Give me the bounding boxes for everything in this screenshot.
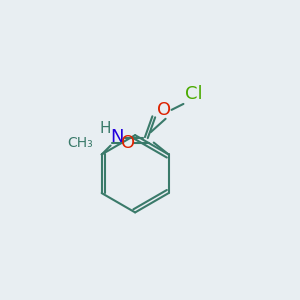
Text: O: O bbox=[122, 134, 136, 152]
Text: H: H bbox=[100, 121, 111, 136]
Text: Cl: Cl bbox=[185, 85, 202, 103]
Text: CH₃: CH₃ bbox=[67, 136, 93, 150]
Text: O: O bbox=[157, 101, 171, 119]
Text: N: N bbox=[110, 128, 123, 146]
